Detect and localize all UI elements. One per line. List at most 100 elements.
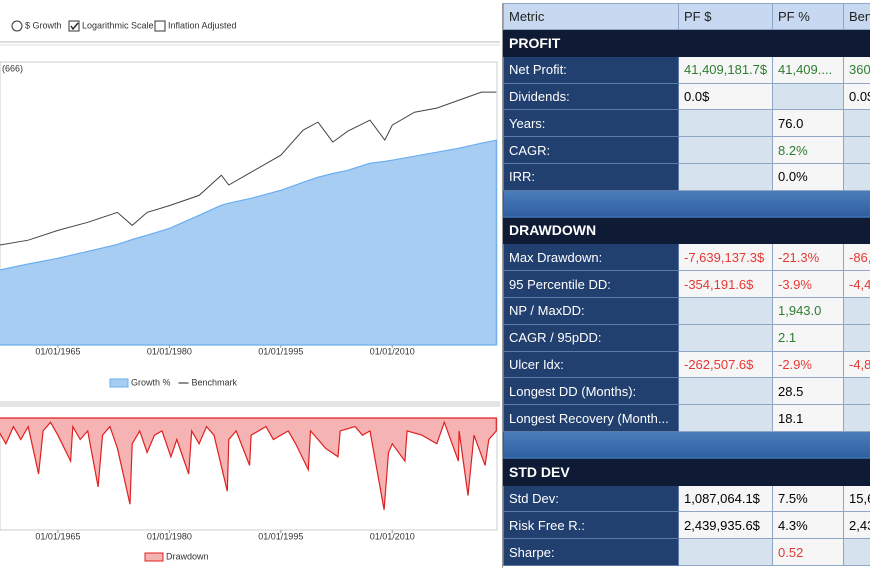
section-row: STD DEV (503, 457, 870, 486)
spacer-row (503, 430, 870, 459)
checkmark (70, 22, 79, 31)
radio-button[interactable] (11, 20, 23, 32)
metric-name: Longest Recovery (Month... (503, 404, 679, 432)
metrics-table: Metric PF $ PF % Ben PROFIT Net Profit: 41,409… (503, 3, 870, 566)
metric-value (843, 296, 870, 325)
metric-value: 1,943.0 (772, 296, 844, 325)
metric-value (678, 323, 773, 352)
metric-name: Ulcer Idx: (503, 350, 679, 379)
metric-value (678, 296, 773, 325)
option-label[interactable]: $ Growth (25, 20, 62, 30)
spacer-row (503, 189, 870, 218)
metric-value: 1,087,064.1$ (678, 484, 773, 513)
metric-value (678, 162, 773, 191)
metric-value: 7.5% (772, 484, 844, 513)
header-row: Metric PF $ PF % Ben (503, 3, 870, 30)
metric-row: NP / MaxDD: 1,943.0 (503, 296, 870, 325)
metric-value: 2,43 (843, 511, 870, 540)
legend-label: Benchmark (192, 377, 238, 387)
metric-row: Dividends:0.0$0.0$ (503, 82, 870, 111)
metric-value: -354,191.6$ (678, 270, 773, 298)
spacer-cell (503, 189, 870, 218)
metric-row: Net Profit: 41,409,181.7$ 41,409.... 360 (503, 55, 870, 84)
metric-value: 4.3% (772, 511, 844, 540)
metric-value (843, 377, 870, 406)
metric-row: Longest Recovery (Month... 18.1 (503, 404, 870, 432)
metric-value (843, 109, 870, 138)
metric-value: -4,8 (843, 350, 870, 379)
checkbox[interactable] (154, 20, 166, 32)
checkbox[interactable] (68, 20, 80, 32)
metric-name: 95 Percentile DD: (503, 270, 679, 298)
section-row: PROFIT (503, 29, 870, 57)
metric-name: Years: (503, 109, 679, 138)
metric-name: Longest DD (Months): (503, 377, 679, 406)
legend-swatch (144, 552, 164, 562)
section-title: DRAWDOWN (503, 216, 870, 245)
metric-value: 8.2% (772, 136, 844, 164)
x-tick-label: 01/01/1965 (35, 346, 80, 356)
metric-value: -262,507.6$ (678, 350, 773, 379)
metric-row: Sharpe: 0.52 (503, 538, 870, 566)
option-label[interactable]: Inflation Adjusted (168, 20, 237, 30)
metric-value: 360 (843, 55, 870, 84)
x-tick-label: 01/01/1965 (35, 531, 80, 541)
x-tick-label: 01/01/1980 (147, 346, 192, 356)
section-title: PROFIT (503, 29, 870, 57)
metric-row: Ulcer Idx: -262,507.6$ -2.9% -4,8 (503, 350, 870, 379)
x-tick-label: 01/01/1980 (147, 531, 192, 541)
metric-row: Years: 76.0 (503, 109, 870, 138)
chart-splitter (0, 401, 500, 407)
metric-value (843, 323, 870, 352)
metric-name: Risk Free R.: (503, 511, 679, 540)
metrics-panel: Metric PF $ PF % Ben PROFIT Net Profit: 41,409… (502, 3, 870, 568)
metric-row: IRR: 0.0% (503, 162, 870, 191)
metric-row: 95 Percentile DD:-354,191.6$-3.9%-4,4( (503, 270, 870, 298)
section-title: STD DEV (503, 457, 870, 486)
toolbar: $ Growth Logarithmic Scale Inflation Adjus… (11, 20, 237, 32)
column-header: Ben (843, 3, 870, 30)
option-label[interactable]: Logarithmic Scale (82, 20, 154, 30)
metric-value: 76.0 (772, 109, 844, 138)
metric-value: 2,439,935.6$ (678, 511, 773, 540)
metric-value: 0.0$ (843, 82, 870, 111)
annotation: (666) (2, 63, 23, 73)
metric-value (843, 538, 870, 566)
metric-value: -4,4( (843, 270, 870, 298)
metric-value (843, 404, 870, 432)
metric-row: Longest DD (Months): 28.5 (503, 377, 870, 406)
metric-value (843, 136, 870, 164)
legend-label: Drawdown (166, 551, 209, 561)
metric-value (678, 538, 773, 566)
metric-value: 0.0$ (678, 82, 773, 111)
metric-value (678, 136, 773, 164)
metric-name: Max Drawdown: (503, 243, 679, 272)
metric-value: 0.52 (772, 538, 844, 566)
metric-value: -21.3% (772, 243, 844, 272)
metric-value (678, 377, 773, 406)
metric-row: CAGR: 8.2% (503, 136, 870, 164)
section-row: DRAWDOWN (503, 216, 870, 245)
metric-name: CAGR / 95pDD: (503, 323, 679, 352)
metric-value (843, 162, 870, 191)
spacer-cell (503, 430, 870, 459)
metric-name: Std Dev: (503, 484, 679, 513)
metric-value: 18.1 (772, 404, 844, 432)
column-header: PF $ (678, 3, 773, 30)
column-header: Metric (503, 3, 679, 30)
metric-value (678, 109, 773, 138)
metric-value: 15,6 (843, 484, 870, 513)
metric-value (772, 82, 844, 111)
metric-value: 41,409,181.7$ (678, 55, 773, 84)
series-area (0, 417, 497, 510)
metric-value: 28.5 (772, 377, 844, 406)
metric-name: Net Profit: (503, 55, 679, 84)
metric-value: 41,409.... (772, 55, 844, 84)
column-header: PF % (772, 3, 844, 30)
metric-value (678, 404, 773, 432)
metric-name: NP / MaxDD: (503, 296, 679, 325)
chart-panel: $ Growth Logarithmic Scale Inflation Adjus… (0, 20, 500, 562)
metric-name: Sharpe: (503, 538, 679, 566)
x-tick-label: 01/01/2010 (370, 346, 415, 356)
